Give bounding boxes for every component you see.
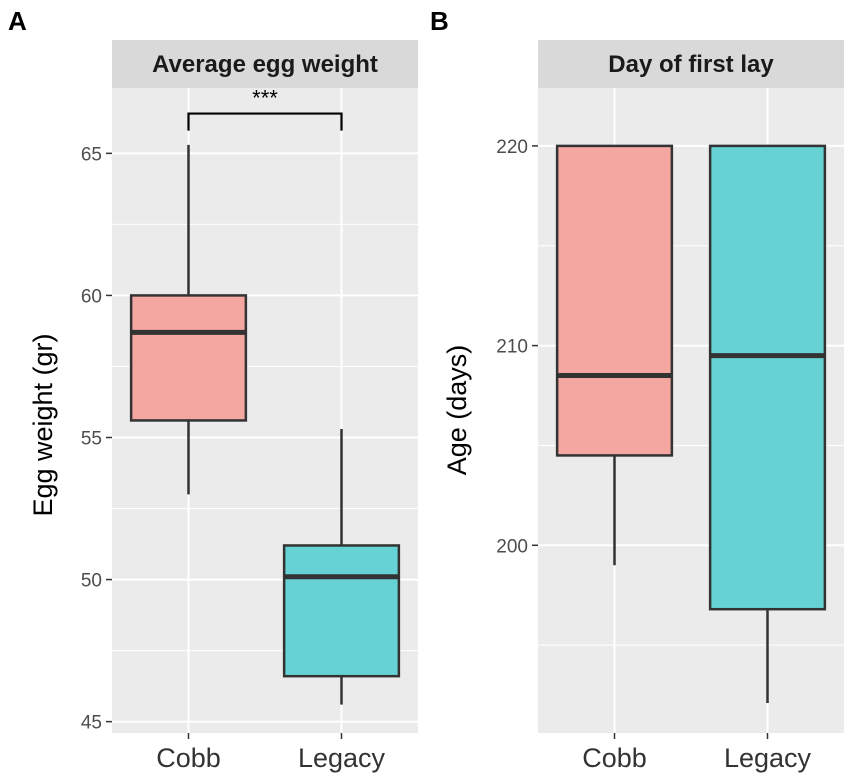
y-tick-label: 210 — [496, 337, 528, 358]
box-cobb — [129, 144, 248, 495]
panel-b-title: Day of first lay — [608, 51, 774, 78]
panel-a-strip — [112, 40, 418, 88]
panel-a-x-axis: Cobb Legacy — [156, 733, 386, 773]
y-tick-label: 60 — [81, 286, 102, 307]
y-tick-label: 55 — [81, 428, 102, 449]
y-tick-label: 45 — [81, 713, 102, 734]
y-tick-label: 200 — [496, 536, 528, 557]
box-legacy — [708, 144, 827, 704]
panel-b-x-axis: Cobb Legacy — [582, 733, 812, 773]
panel-a-significance: *** — [187, 86, 343, 131]
significance-bracket — [187, 112, 343, 131]
panel-a-letter: A — [8, 6, 27, 36]
panel-b-strip — [538, 40, 844, 88]
box-cobb — [555, 144, 674, 566]
panel-b-boxes — [555, 144, 827, 704]
panel-b-letter: B — [430, 6, 449, 36]
panel-b-y-axis-title: Age (days) — [442, 345, 472, 476]
y-tick-label: 65 — [81, 144, 102, 165]
x-tick-label-cobb: Cobb — [582, 743, 647, 773]
panel-a-y-axis: 45 50 55 60 65 — [81, 144, 112, 734]
iqr-box-cobb — [555, 144, 674, 457]
panel-a-y-axis-title: Egg weight (gr) — [28, 333, 58, 516]
significance-stars: *** — [252, 86, 278, 111]
x-tick-label-legacy: Legacy — [724, 743, 812, 773]
panel-b-y-axis: 200 210 220 — [496, 137, 538, 557]
y-tick-label: 220 — [496, 137, 528, 158]
box-legacy — [282, 428, 401, 705]
panel-a-boxes — [129, 144, 401, 705]
iqr-box-legacy — [282, 544, 401, 678]
panel-a: A Average egg weight 45 50 55 60 65 Cobb Lega… — [8, 6, 418, 773]
panel-a-title: Average egg weight — [152, 51, 378, 78]
x-tick-label-legacy: Legacy — [298, 743, 386, 773]
iqr-box-legacy — [708, 144, 827, 611]
x-tick-label-cobb: Cobb — [156, 743, 221, 773]
y-tick-label: 50 — [81, 571, 102, 592]
iqr-box-cobb — [129, 294, 248, 422]
